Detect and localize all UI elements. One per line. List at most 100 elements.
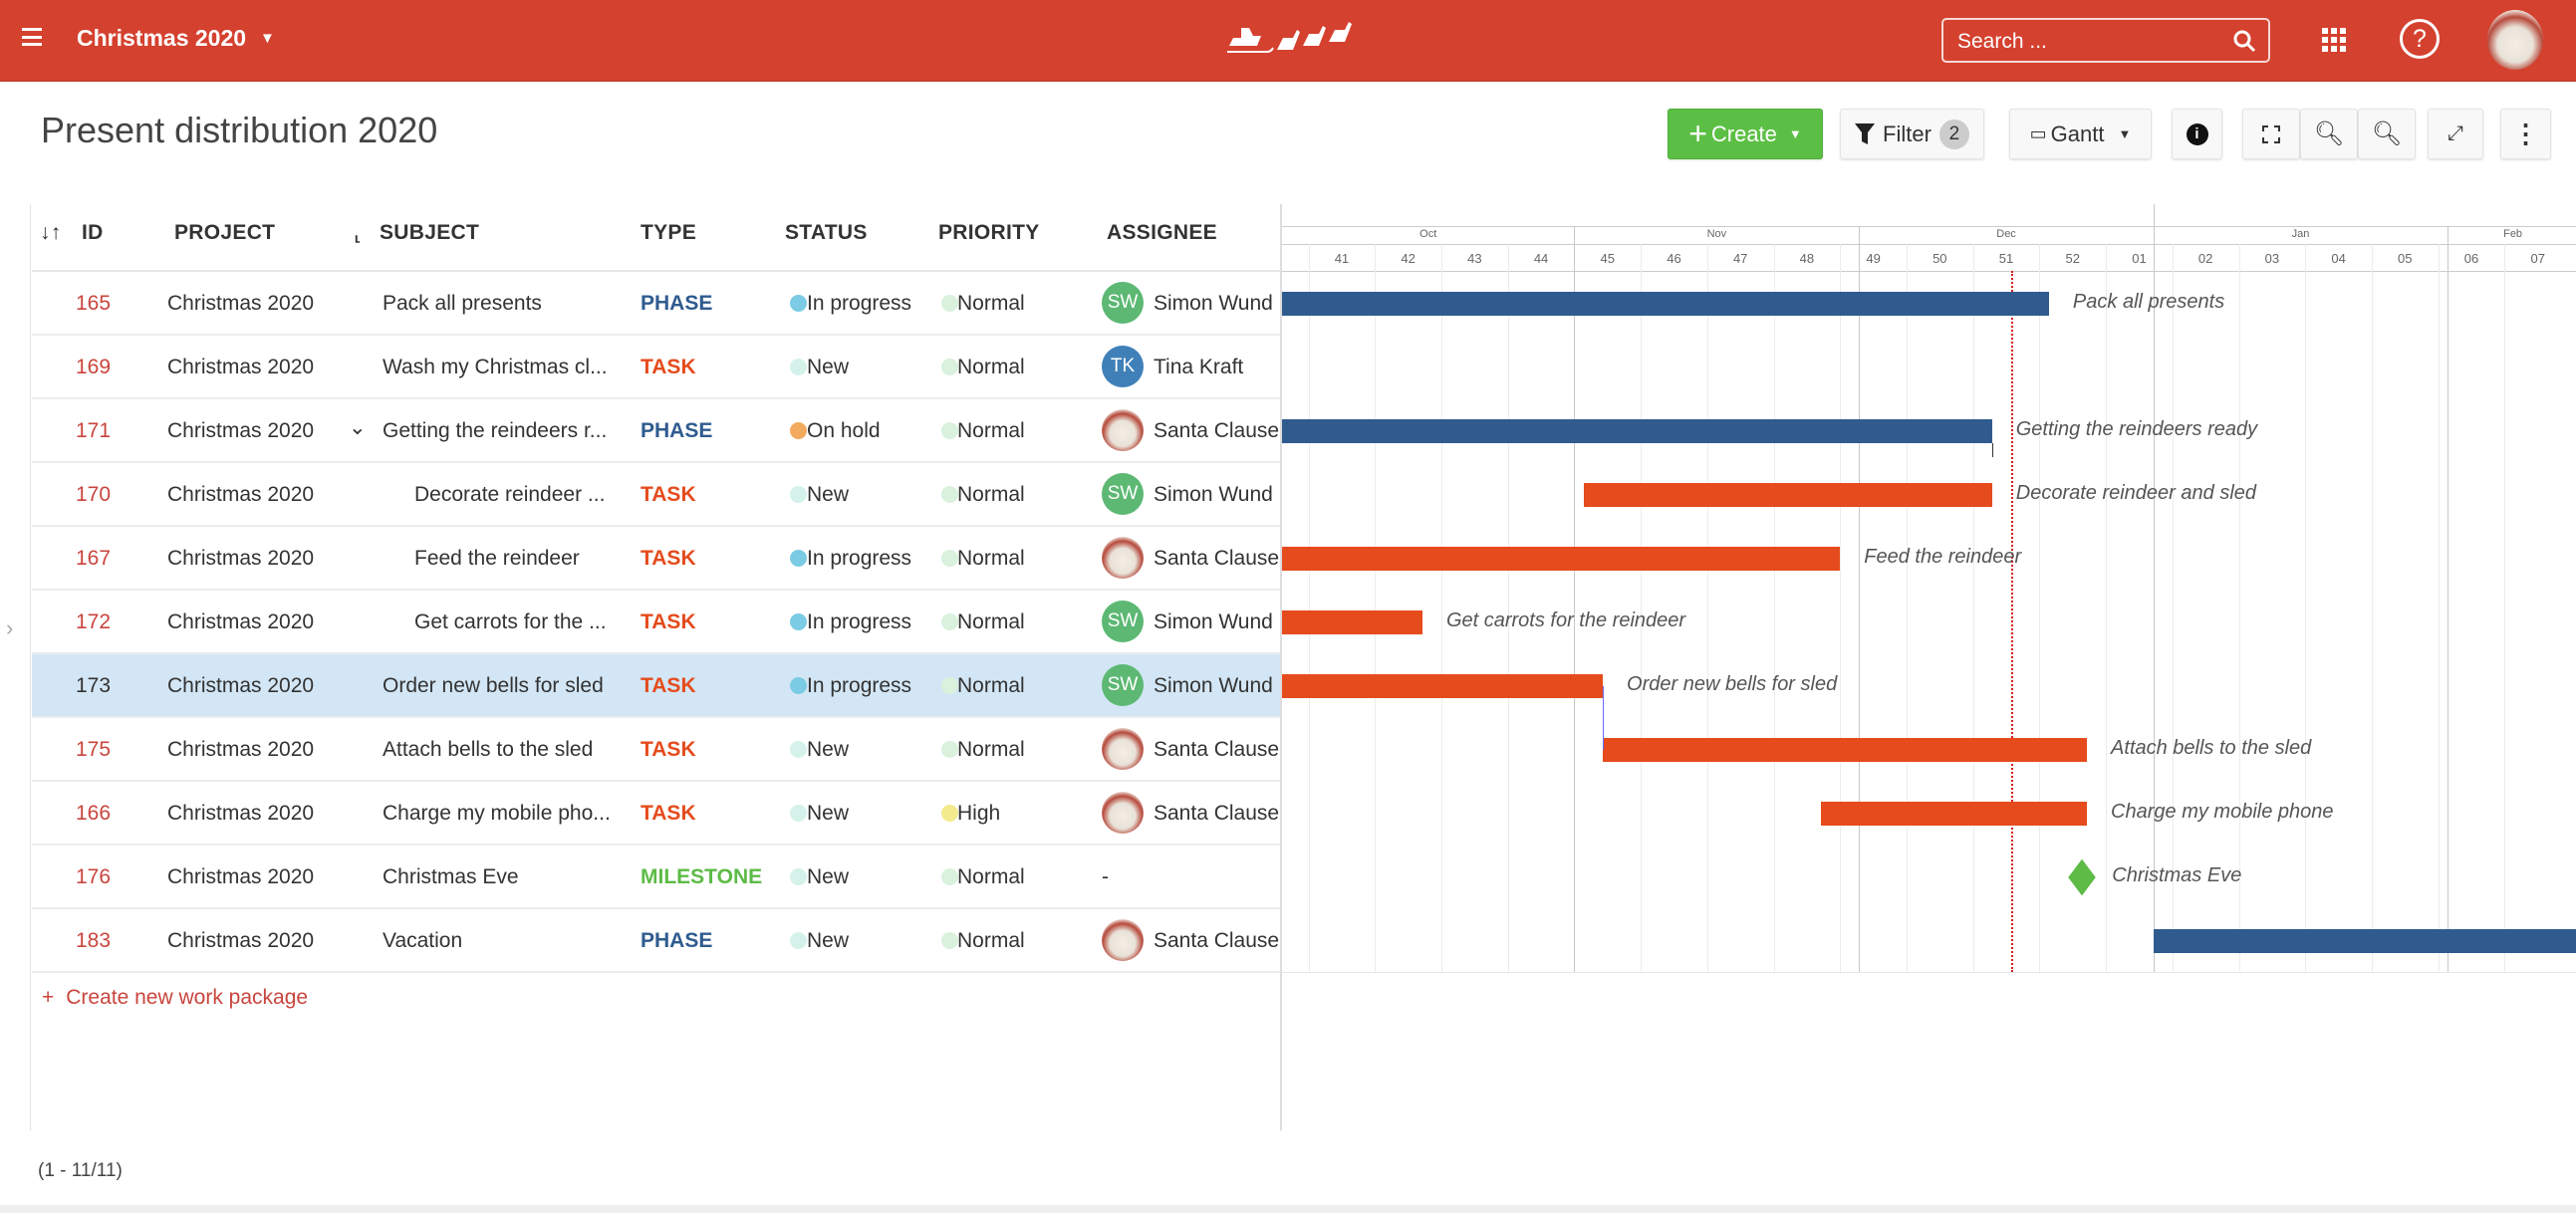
id-cell[interactable]: 170 <box>76 483 112 506</box>
assignee-cell[interactable]: Santa Clause <box>1154 929 1280 952</box>
id-cell[interactable]: 169 <box>76 356 112 378</box>
status-cell[interactable]: In progress <box>807 547 912 570</box>
table-row[interactable]: 166 Christmas 2020 Charge my mobile pho..… <box>32 782 1280 846</box>
table-row[interactable]: 169 Christmas 2020 Wash my Christmas cl..… <box>32 336 1280 399</box>
table-row[interactable]: 176 Christmas 2020 Christmas Eve MILESTON… <box>32 846 1280 909</box>
hierarchy-icon[interactable]: ⸤ <box>354 222 363 245</box>
status-cell[interactable]: In progress <box>807 674 912 697</box>
column-header-id[interactable]: ID <box>82 221 104 244</box>
id-cell[interactable]: 175 <box>76 738 112 761</box>
milestone-diamond[interactable] <box>2068 858 2097 896</box>
priority-cell[interactable]: High <box>957 802 1001 825</box>
subject-cell[interactable]: Order new bells for sled <box>383 674 604 697</box>
id-cell[interactable]: 172 <box>76 610 112 633</box>
assignee-cell[interactable]: Tina Kraft <box>1154 356 1244 378</box>
priority-cell[interactable]: Normal <box>957 483 1025 506</box>
assignee-cell[interactable]: Santa Clause <box>1154 419 1280 442</box>
subject-cell[interactable]: Attach bells to the sled <box>383 738 594 761</box>
assignee-cell[interactable]: Simon Wund <box>1154 610 1273 633</box>
gantt-bar[interactable] <box>1583 483 1992 507</box>
id-cell[interactable]: 171 <box>76 419 112 442</box>
assignee-cell[interactable]: Simon Wund <box>1154 674 1273 697</box>
table-row[interactable]: 170 Christmas 2020 Decorate reindeer ... … <box>32 463 1280 527</box>
modules-grid-icon[interactable] <box>2322 28 2346 52</box>
sort-icon[interactable]: ↓↑ <box>40 221 62 244</box>
table-row[interactable]: 175 Christmas 2020 Attach bells to the sl… <box>32 718 1280 782</box>
subject-cell[interactable]: Wash my Christmas cl... <box>383 356 608 378</box>
status-cell[interactable]: On hold <box>807 419 881 442</box>
priority-cell[interactable]: Normal <box>957 419 1025 442</box>
id-cell[interactable]: 183 <box>76 929 112 952</box>
priority-cell[interactable]: Normal <box>957 738 1025 761</box>
create-button[interactable]: + Create ▼ <box>1668 109 1823 159</box>
assignee-cell[interactable]: Santa Clause <box>1154 738 1280 761</box>
table-row[interactable]: 172 Christmas 2020 Get carrots for the ..… <box>32 591 1280 654</box>
priority-cell[interactable]: Normal <box>957 674 1025 697</box>
fullscreen-button[interactable]: ⤢ <box>2428 109 2483 159</box>
subject-cell[interactable]: Vacation <box>383 929 463 952</box>
gantt-bar[interactable] <box>1603 738 2088 762</box>
view-mode-dropdown[interactable]: ▭ Gantt ▼ <box>2009 109 2152 159</box>
gantt-bar[interactable] <box>1282 610 1422 634</box>
assignee-cell[interactable]: Simon Wund <box>1154 483 1273 506</box>
priority-cell[interactable]: Normal <box>957 356 1025 378</box>
assignee-cell[interactable]: Santa Clause <box>1154 802 1280 825</box>
status-cell[interactable]: New <box>807 738 850 761</box>
id-cell[interactable]: 165 <box>76 292 112 315</box>
status-cell[interactable]: New <box>807 865 850 888</box>
column-header-subject[interactable]: SUBJECT <box>380 221 480 244</box>
table-row[interactable]: 183 Christmas 2020 Vacation PHASE New Nor… <box>32 909 1280 973</box>
status-cell[interactable]: New <box>807 802 850 825</box>
details-view-button[interactable]: i <box>2172 109 2222 159</box>
column-header-assignee[interactable]: ASSIGNEE <box>1107 221 1217 244</box>
table-row[interactable]: 173 Christmas 2020 Order new bells for sl… <box>32 654 1280 718</box>
subject-cell[interactable]: Get carrots for the ... <box>414 610 607 633</box>
more-actions-button[interactable]: ⋮ <box>2500 109 2551 159</box>
zoom-auto-button[interactable] <box>2242 109 2300 159</box>
subject-cell[interactable]: Getting the reindeers r... <box>383 419 608 442</box>
gantt-bar[interactable] <box>1821 802 2088 826</box>
priority-cell[interactable]: Normal <box>957 865 1025 888</box>
help-icon[interactable]: ? <box>2400 19 2440 59</box>
user-avatar[interactable] <box>2487 10 2543 70</box>
table-row[interactable]: 165 Christmas 2020 Pack all presents PHAS… <box>32 272 1280 336</box>
subject-cell[interactable]: Christmas Eve <box>383 865 519 888</box>
priority-cell[interactable]: Normal <box>957 610 1025 633</box>
collapse-chevron-icon[interactable]: ⌄ <box>349 416 367 439</box>
id-cell[interactable]: 166 <box>76 802 112 825</box>
column-header-priority[interactable]: PRIORITY <box>938 221 1040 244</box>
gantt-bar[interactable] <box>1282 674 1604 698</box>
assignee-cell[interactable]: - <box>1102 865 1109 888</box>
hamburger-menu-icon[interactable] <box>22 28 42 46</box>
id-cell[interactable]: 176 <box>76 865 112 888</box>
zoom-in-button[interactable]: 🔍︎ <box>2358 109 2416 159</box>
gantt-bar[interactable] <box>1282 547 1841 571</box>
column-header-type[interactable]: TYPE <box>641 221 697 244</box>
status-cell[interactable]: New <box>807 929 850 952</box>
gantt-bar[interactable] <box>2153 929 2576 953</box>
priority-cell[interactable]: Normal <box>957 929 1025 952</box>
status-cell[interactable]: In progress <box>807 292 912 315</box>
filter-button[interactable]: Filter 2 <box>1840 109 1984 159</box>
assignee-cell[interactable]: Santa Clause <box>1154 547 1280 570</box>
subject-cell[interactable]: Feed the reindeer <box>414 547 580 570</box>
project-selector[interactable]: Christmas 2020 ▼ <box>77 25 275 52</box>
priority-cell[interactable]: Normal <box>957 292 1025 315</box>
gantt-bar[interactable] <box>1282 292 2049 316</box>
search-icon[interactable] <box>2232 29 2256 53</box>
create-work-package-link[interactable]: + Create new work package <box>42 986 308 1010</box>
status-cell[interactable]: New <box>807 356 850 378</box>
subject-cell[interactable]: Decorate reindeer ... <box>414 483 606 506</box>
id-cell[interactable]: 173 <box>76 674 112 697</box>
column-header-project[interactable]: PROJECT <box>174 221 276 244</box>
gantt-bar[interactable] <box>1282 419 1992 443</box>
zoom-out-button[interactable]: 🔍︎ <box>2300 109 2358 159</box>
sidebar-toggle-chevron-icon[interactable]: › <box>6 615 14 640</box>
status-cell[interactable]: In progress <box>807 610 912 633</box>
assignee-cell[interactable]: Simon Wund <box>1154 292 1273 315</box>
status-cell[interactable]: New <box>807 483 850 506</box>
table-row[interactable]: 171 Christmas 2020 ⌄ Getting the reindeers… <box>32 399 1280 463</box>
id-cell[interactable]: 167 <box>76 547 112 570</box>
search-input[interactable]: Search ... <box>1941 18 2270 63</box>
priority-cell[interactable]: Normal <box>957 547 1025 570</box>
